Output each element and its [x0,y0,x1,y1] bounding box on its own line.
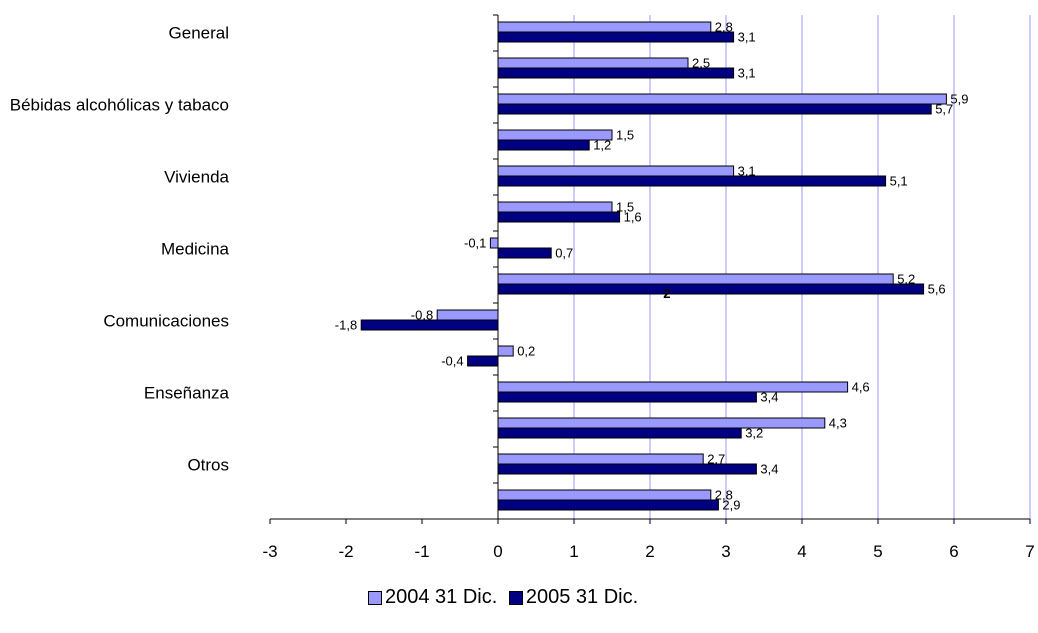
data-label: 0,2 [517,343,535,358]
bar [497,417,826,429]
bar [497,201,613,213]
data-label: -1,8 [335,317,357,332]
bar [497,247,552,259]
x-tick-label: 5 [873,542,882,561]
bar [497,211,621,223]
legend-item-2004: 2004 31 Dic. [368,586,497,609]
x-tick-label: 3 [721,542,730,561]
data-label: -0,1 [464,235,486,250]
bar [497,499,719,511]
bar [436,309,499,321]
bar [497,391,757,403]
x-tick-label: -1 [414,542,429,561]
data-label: 2,7 [707,451,725,466]
data-label: 1,2 [593,137,611,152]
data-label: 3,1 [738,163,756,178]
bars [360,21,947,511]
bar [497,31,735,43]
x-tick-label: 6 [949,542,958,561]
category-label: Bébidas alcohólicas y tabaco [10,95,229,114]
bar [497,283,925,295]
bar [497,175,887,187]
data-label: 3,2 [745,425,763,440]
bar [497,345,514,357]
x-tick-label: -2 [338,542,353,561]
legend-label-2005: 2005 31 Dic. [525,586,639,608]
data-label: 5,7 [935,101,953,116]
x-tick-label: 7 [1025,542,1034,561]
bar [497,139,590,151]
data-label: 3,1 [738,29,756,44]
x-tick-label: -3 [262,542,277,561]
category-label: Enseñanza [144,383,230,402]
data-label: 5,2 [897,271,915,286]
category-label: Vivienda [164,167,229,186]
data-label: 1,5 [616,127,634,142]
legend-label-2004: 2004 31 Dic. [385,586,498,608]
bar [497,427,742,439]
labels: 2,8 3,1 General 2,5 3,1 5,95,7 Bébidas alcohól… [10,19,1035,561]
bar [467,355,499,367]
data-label: 0,7 [555,245,573,260]
bar [497,273,894,285]
data-label: 5,1 [890,173,908,188]
data-label: -0,4 [441,353,463,368]
data-label: 1,6 [624,209,642,224]
legend-swatch-2004 [368,590,382,605]
bar [497,103,932,115]
data-label: 3,4 [760,389,778,404]
data-label: 4,3 [829,415,847,430]
data-label: 2,9 [722,497,740,512]
x-tick-label: 1 [569,542,578,561]
data-label: 5,6 [928,281,946,296]
data-label: 2,5 [692,55,710,70]
data-label: 3,1 [738,65,756,80]
bar [497,453,704,465]
legend-swatch-2005 [508,590,523,605]
data-label: 1,5 [616,199,634,214]
axes [269,14,1031,524]
category-label: General [169,23,229,42]
bar [497,489,712,501]
data-label: 3,4 [760,461,778,476]
data-label: 5,9 [950,91,968,106]
x-tick-label: 0 [493,542,502,561]
data-label: 2,8 [715,19,733,34]
legend: 2004 31 Dic. 2005 31 Dic. [368,586,644,611]
bar [497,21,712,33]
bar [497,381,849,393]
data-label: 2,8 [715,487,733,502]
bar [497,165,735,177]
category-label: Medicina [161,239,230,258]
x-tick-label: 4 [797,542,806,561]
bar [497,57,689,69]
data-label: -0,8 [411,307,433,322]
legend-item-2005: 2005 31 Dic. [508,586,639,609]
x-tick-label: 2 [645,542,654,561]
stray-annotation: 2 [663,286,670,301]
bar [489,237,499,249]
category-label: Comunicaciones [103,311,229,330]
bar [497,93,947,105]
category-label: Otros [187,455,229,474]
data-label: 4,6 [852,379,870,394]
